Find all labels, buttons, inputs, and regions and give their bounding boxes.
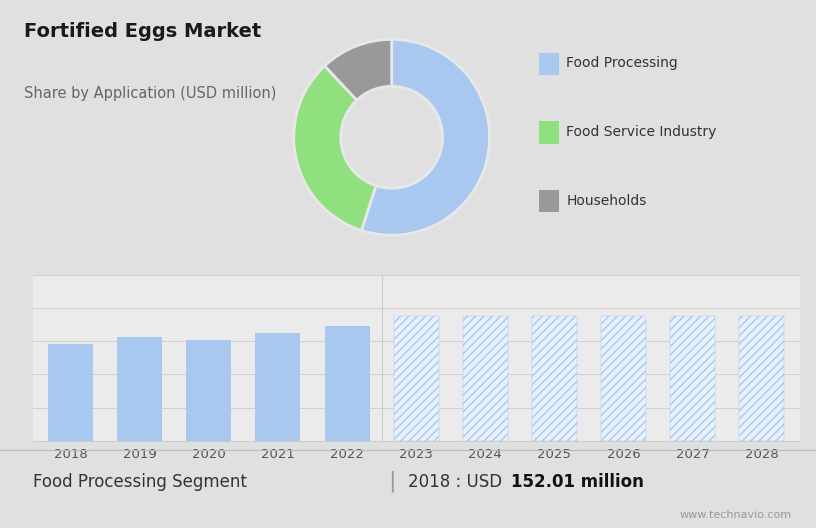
Bar <box>670 316 715 441</box>
Bar <box>325 326 370 441</box>
Text: Food Processing: Food Processing <box>566 56 678 70</box>
Bar <box>393 316 439 441</box>
Text: Share by Application (USD million): Share by Application (USD million) <box>24 86 277 101</box>
Bar <box>255 333 300 441</box>
Bar <box>118 337 162 441</box>
Text: Households: Households <box>566 194 646 208</box>
Text: 2018 : USD: 2018 : USD <box>408 473 508 491</box>
Bar <box>739 316 784 441</box>
Text: |: | <box>388 471 396 492</box>
Text: Fortified Eggs Market: Fortified Eggs Market <box>24 22 262 41</box>
Bar <box>601 316 646 441</box>
Bar <box>186 340 231 441</box>
Wedge shape <box>294 66 376 230</box>
Text: Food Processing Segment: Food Processing Segment <box>33 473 246 491</box>
Bar <box>463 316 508 441</box>
Text: www.technavio.com: www.technavio.com <box>680 511 792 520</box>
Text: Food Service Industry: Food Service Industry <box>566 125 716 139</box>
Wedge shape <box>325 40 392 100</box>
Wedge shape <box>361 40 490 235</box>
Text: 152.01 million: 152.01 million <box>511 473 644 491</box>
Bar <box>532 316 577 441</box>
Bar <box>48 344 93 441</box>
